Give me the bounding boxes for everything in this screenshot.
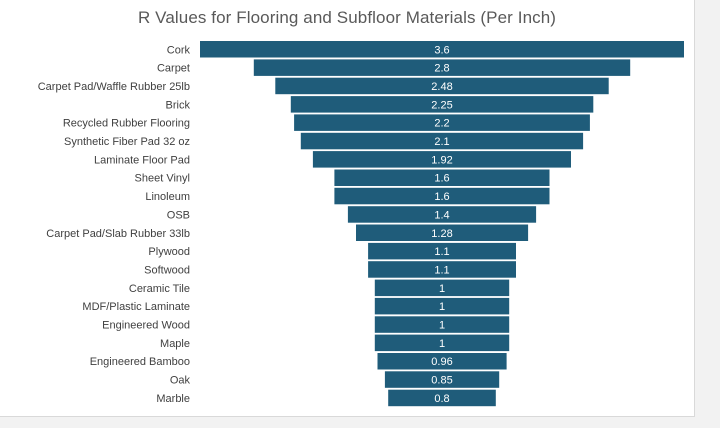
bar-13 [374, 279, 510, 297]
value-label-1: 2.8 [434, 63, 449, 75]
category-label-19: Marble [156, 393, 190, 405]
category-label-12: Softwood [144, 265, 190, 277]
bar-6 [312, 151, 571, 168]
category-label-15: Engineered Wood [102, 320, 190, 332]
value-label-7: 1.6 [434, 173, 449, 185]
value-label-13: 1 [439, 283, 445, 295]
category-label-18: Oak [170, 375, 191, 387]
bar-19 [388, 389, 496, 407]
bar-17 [377, 353, 507, 370]
bar-0 [200, 41, 684, 58]
value-label-19: 0.8 [434, 393, 449, 405]
value-label-5: 2.1 [434, 136, 449, 148]
category-label-9: OSB [167, 209, 190, 221]
bar-11 [368, 242, 516, 260]
value-label-4: 2.2 [434, 118, 449, 130]
category-label-16: Maple [160, 338, 190, 350]
value-label-18: 0.85 [431, 375, 452, 387]
value-label-15: 1 [439, 320, 445, 332]
category-label-8: Linoleum [145, 191, 190, 203]
bar-14 [374, 297, 510, 315]
category-label-1: Carpet [157, 63, 190, 75]
category-label-7: Sheet Vinyl [135, 173, 190, 185]
chart-title: R Values for Flooring and Subfloor Mater… [137, 8, 557, 27]
category-label-0: Cork [167, 44, 191, 56]
value-label-11: 1.1 [434, 246, 449, 258]
bar-10 [356, 224, 529, 241]
value-label-12: 1.1 [434, 265, 449, 277]
bar-18 [384, 371, 500, 388]
bar-1 [253, 59, 631, 76]
category-label-5: Synthetic Fiber Pad 32 oz [64, 136, 190, 148]
bar-9 [347, 206, 537, 223]
category-label-3: Brick [166, 99, 191, 111]
value-label-6: 1.92 [431, 154, 452, 166]
bar-15 [374, 316, 510, 333]
value-label-2: 2.48 [431, 81, 452, 93]
value-label-14: 1 [439, 301, 445, 313]
category-label-2: Carpet Pad/Waffle Rubber 25lb [38, 81, 190, 93]
bar-16 [374, 334, 510, 352]
value-label-3: 2.25 [431, 99, 452, 111]
category-label-14: MDF/Plastic Laminate [82, 301, 190, 313]
bar-7 [334, 169, 550, 186]
bar-5 [300, 132, 584, 150]
bar-8 [334, 187, 550, 205]
category-label-11: Plywood [148, 246, 190, 258]
value-label-16: 1 [439, 338, 445, 350]
bar-4 [294, 114, 590, 131]
bar-2 [275, 77, 609, 95]
bar-3 [290, 96, 594, 113]
category-label-6: Laminate Floor Pad [94, 154, 190, 166]
category-label-13: Ceramic Tile [129, 283, 190, 295]
bar-12 [368, 261, 516, 278]
category-label-17: Engineered Bamboo [90, 356, 190, 368]
value-label-9: 1.4 [434, 209, 449, 221]
value-label-8: 1.6 [434, 191, 449, 203]
value-label-10: 1.28 [431, 228, 452, 240]
value-label-17: 0.96 [431, 356, 452, 368]
category-label-10: Carpet Pad/Slab Rubber 33lb [46, 228, 190, 240]
category-label-4: Recycled Rubber Flooring [63, 118, 190, 130]
value-label-0: 3.6 [434, 44, 449, 56]
